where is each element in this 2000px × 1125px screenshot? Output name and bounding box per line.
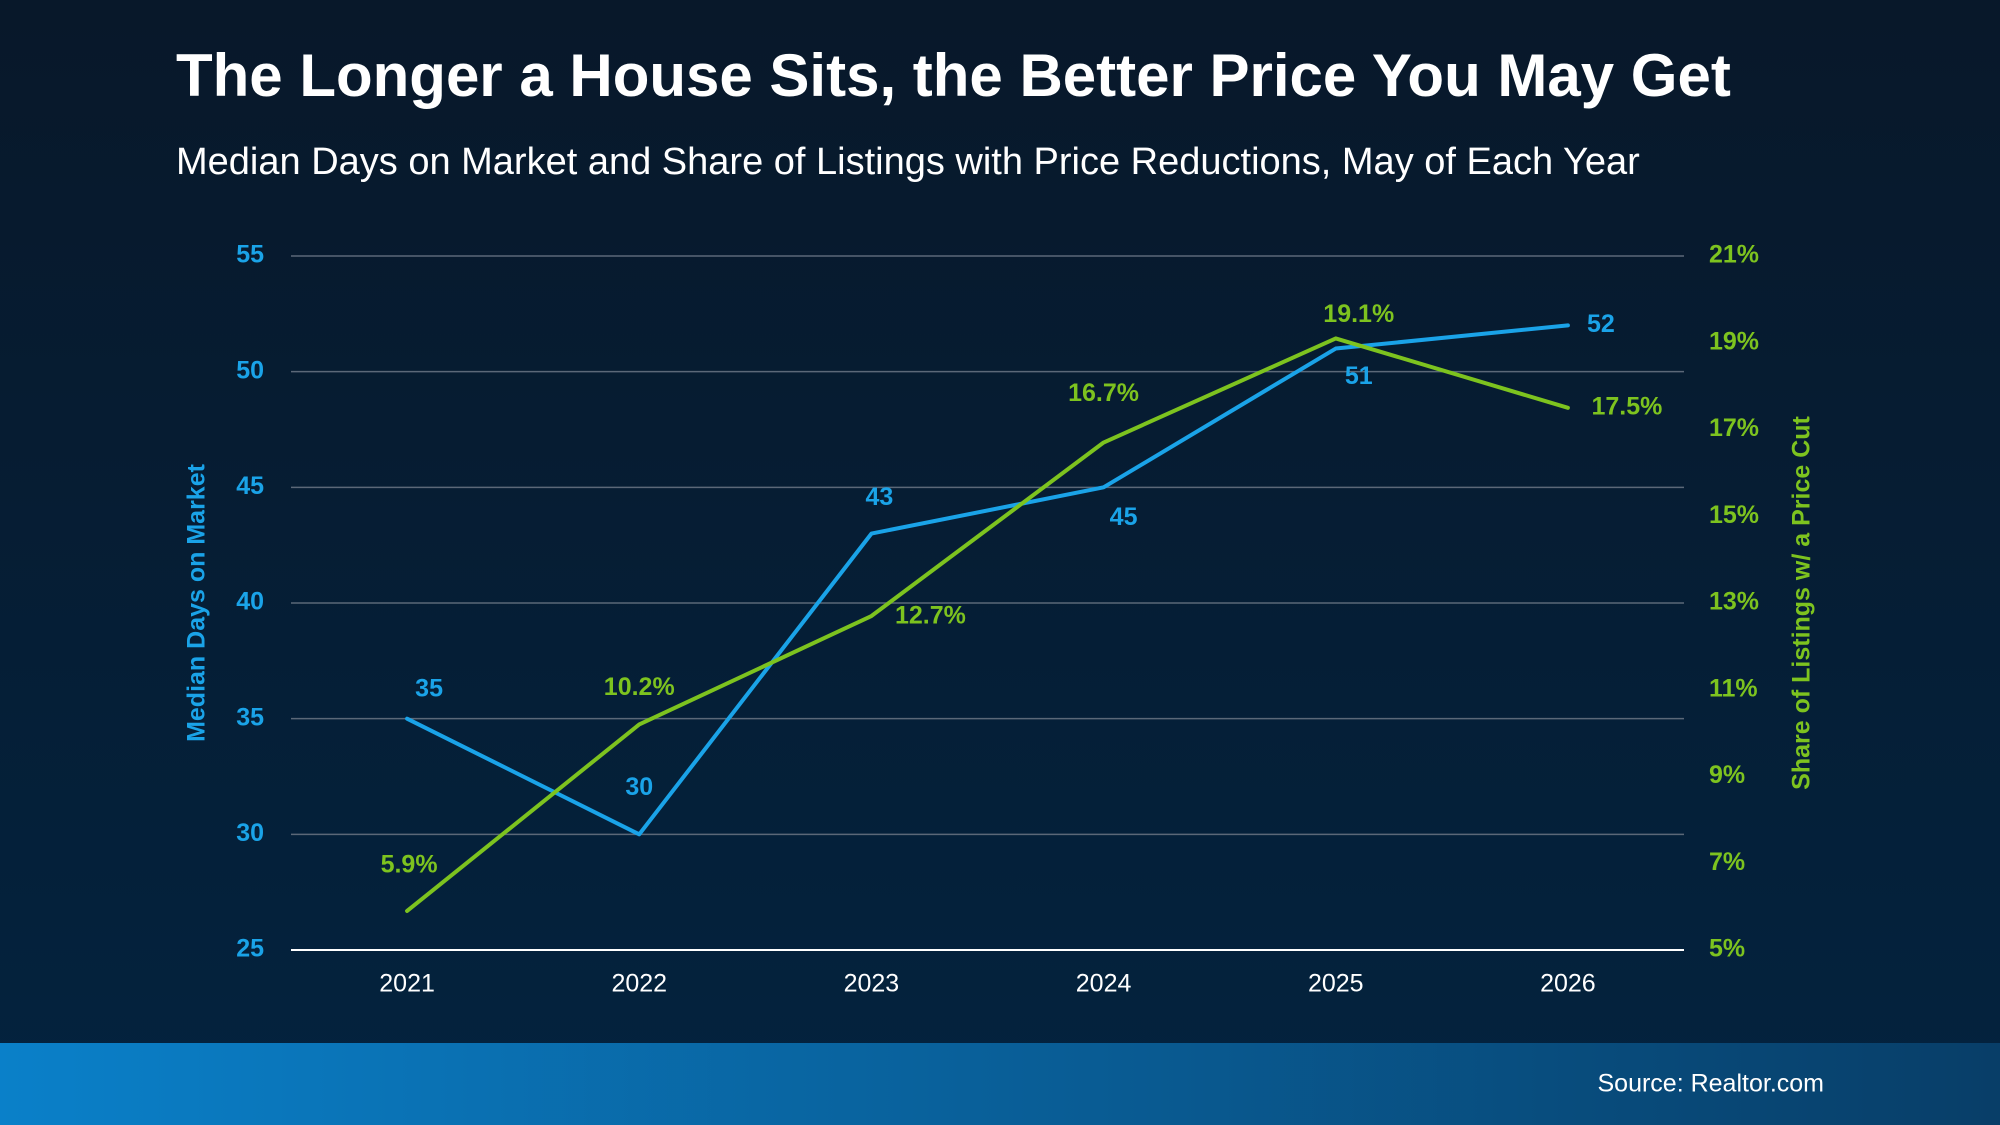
y2-tick-label: 13%	[1709, 588, 1759, 616]
x-tick-label: 2024	[1076, 970, 1132, 998]
data-label: 51	[1345, 362, 1373, 390]
source: Source: Realtor.com	[1598, 1070, 1825, 1098]
y-tick-label: 45	[236, 472, 264, 500]
data-label: 19.1%	[1323, 300, 1394, 328]
x-tick-label: 2023	[844, 970, 900, 998]
y2-tick-label: 5%	[1709, 935, 1745, 963]
x-tick-label: 2022	[611, 970, 667, 998]
x-tick-label: 2021	[379, 970, 435, 998]
data-label: 35	[415, 674, 443, 702]
data-label: 5.9%	[381, 851, 438, 879]
footer-bar	[0, 1043, 2000, 1125]
data-label: 16.7%	[1068, 379, 1139, 407]
y-tick-label: 30	[236, 819, 264, 847]
chart-title: The Longer a House Sits, the Better Pric…	[176, 42, 1731, 109]
data-label: 45	[1110, 503, 1138, 531]
y2-tick-label: 7%	[1709, 848, 1745, 876]
y2-tick-label: 21%	[1709, 241, 1759, 269]
y-tick-label: 25	[236, 935, 264, 963]
data-label: 43	[866, 483, 894, 511]
series-line	[405, 336, 1570, 913]
y2-axis-label: Share of Listings w/ a Price Cut	[1788, 415, 1816, 789]
data-label: 12.7%	[895, 602, 966, 630]
y2-tick-label: 15%	[1709, 501, 1759, 529]
y-tick-label: 40	[236, 588, 264, 616]
data-label: 52	[1587, 310, 1615, 338]
x-tick-label: 2026	[1540, 970, 1596, 998]
data-label: 30	[625, 773, 653, 801]
y2-tick-label: 9%	[1709, 761, 1745, 789]
data-label: 10.2%	[604, 673, 675, 701]
y2-tick-label: 11%	[1709, 674, 1758, 702]
y-tick-label: 35	[236, 703, 264, 731]
y-tick-label: 55	[236, 241, 264, 269]
y2-tick-label: 17%	[1709, 414, 1759, 442]
x-tick-label: 2025	[1308, 970, 1364, 998]
series-line	[405, 323, 1570, 837]
y-axis-label: Median Days on Market	[183, 463, 211, 742]
y-tick-label: 50	[236, 356, 264, 384]
data-label: 17.5%	[1591, 392, 1662, 420]
y2-tick-label: 19%	[1709, 327, 1759, 355]
chart-subtitle: Median Days on Market and Share of Listi…	[176, 141, 1640, 183]
